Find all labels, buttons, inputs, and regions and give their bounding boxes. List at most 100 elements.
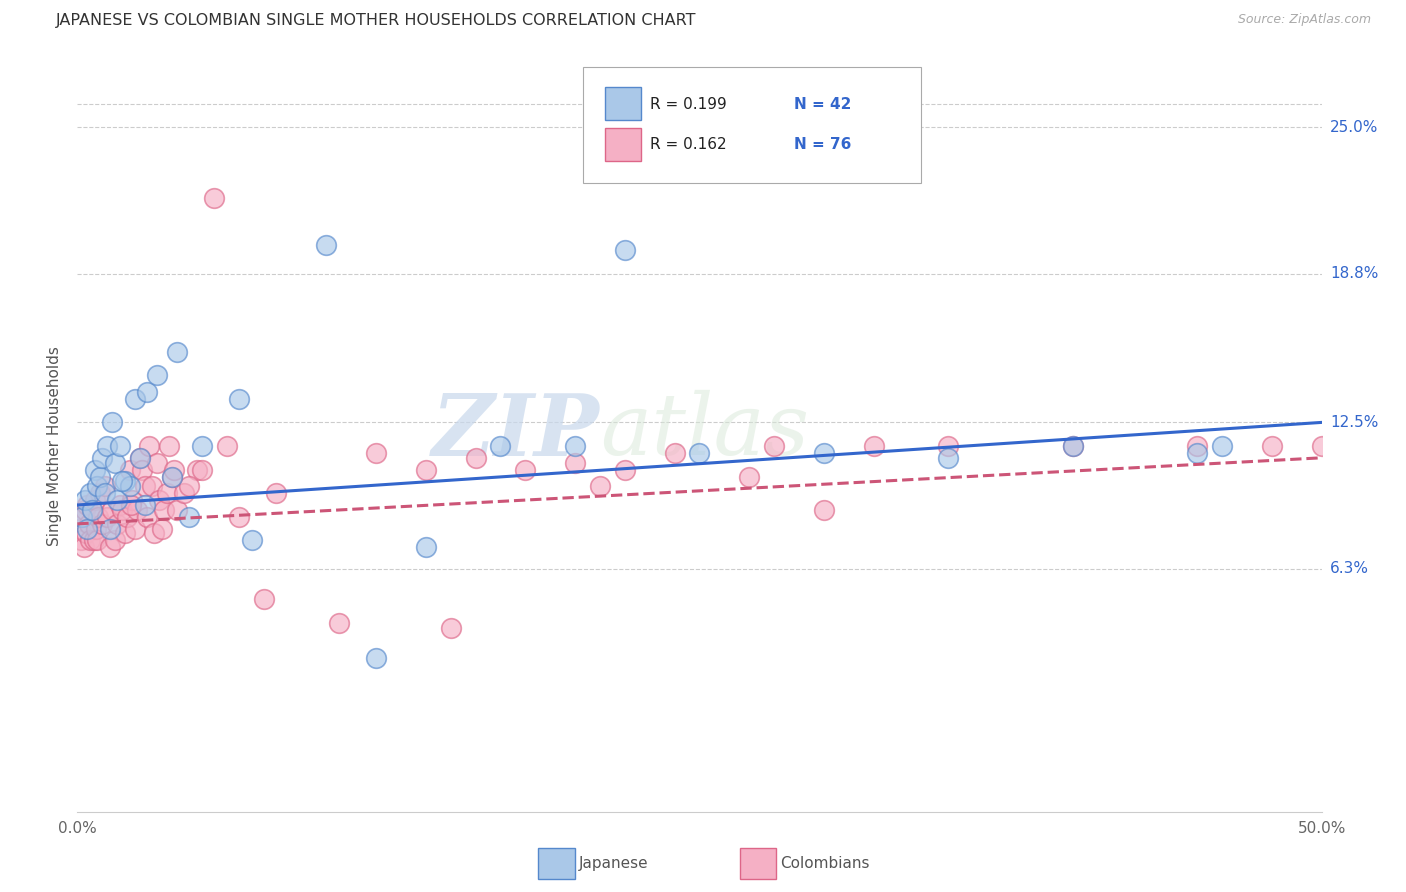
Point bbox=[118, 462, 141, 476]
Point bbox=[415, 462, 437, 476]
Point bbox=[124, 392, 146, 406]
Point bbox=[89, 469, 111, 483]
Point bbox=[72, 541, 94, 555]
Point bbox=[1261, 439, 1284, 453]
Text: 6.3%: 6.3% bbox=[1330, 561, 1369, 576]
Point bbox=[186, 462, 208, 476]
Point bbox=[105, 493, 128, 508]
Point bbox=[82, 502, 104, 516]
Point bbox=[124, 522, 146, 536]
Point bbox=[118, 479, 141, 493]
Point bbox=[89, 486, 111, 500]
Point bbox=[146, 456, 169, 470]
Point bbox=[91, 516, 114, 531]
Point bbox=[108, 498, 131, 512]
Point bbox=[315, 238, 337, 252]
Text: R = 0.162: R = 0.162 bbox=[650, 137, 725, 152]
Point bbox=[76, 498, 98, 512]
Point bbox=[464, 450, 486, 465]
Point bbox=[105, 516, 128, 531]
Point bbox=[613, 243, 636, 257]
Point bbox=[664, 446, 686, 460]
Point bbox=[83, 533, 105, 548]
Text: atlas: atlas bbox=[600, 390, 808, 473]
Point bbox=[121, 493, 143, 508]
Point bbox=[101, 416, 124, 430]
Point bbox=[104, 456, 127, 470]
Y-axis label: Single Mother Households: Single Mother Households bbox=[46, 346, 62, 546]
Text: Japanese: Japanese bbox=[579, 856, 650, 871]
Point bbox=[153, 502, 176, 516]
Point bbox=[1062, 439, 1084, 453]
Point bbox=[134, 479, 156, 493]
Point bbox=[96, 509, 118, 524]
Point bbox=[146, 368, 169, 383]
Point bbox=[111, 475, 134, 489]
Text: Source: ZipAtlas.com: Source: ZipAtlas.com bbox=[1237, 13, 1371, 27]
Point bbox=[115, 509, 138, 524]
Point bbox=[191, 462, 214, 476]
Point bbox=[93, 486, 115, 500]
Point bbox=[87, 509, 110, 524]
Point bbox=[138, 439, 160, 453]
Point bbox=[515, 462, 537, 476]
Point bbox=[104, 533, 127, 548]
Point bbox=[738, 469, 761, 483]
Point bbox=[489, 439, 512, 453]
Point bbox=[75, 526, 97, 541]
Point bbox=[1211, 439, 1233, 453]
Point bbox=[120, 498, 142, 512]
Point bbox=[69, 522, 91, 536]
Text: 12.5%: 12.5% bbox=[1330, 415, 1378, 430]
Point bbox=[101, 502, 124, 516]
Text: ZIP: ZIP bbox=[432, 390, 600, 473]
Text: 18.8%: 18.8% bbox=[1330, 266, 1378, 281]
Point bbox=[125, 502, 148, 516]
Point bbox=[86, 479, 108, 493]
Point bbox=[83, 493, 105, 508]
Point bbox=[364, 446, 387, 460]
Text: 25.0%: 25.0% bbox=[1330, 120, 1378, 135]
Point bbox=[179, 509, 201, 524]
Point bbox=[141, 479, 163, 493]
Point bbox=[191, 439, 214, 453]
Point bbox=[77, 516, 100, 531]
Point bbox=[163, 462, 186, 476]
Point bbox=[240, 533, 263, 548]
Point bbox=[143, 526, 166, 541]
Text: R = 0.199: R = 0.199 bbox=[650, 97, 727, 112]
Point bbox=[202, 191, 225, 205]
Point bbox=[76, 522, 98, 536]
Point bbox=[253, 592, 276, 607]
Point bbox=[84, 522, 107, 536]
Point bbox=[938, 439, 960, 453]
Point bbox=[148, 493, 170, 508]
Point bbox=[136, 384, 159, 399]
Point bbox=[93, 479, 115, 493]
Point bbox=[108, 439, 131, 453]
Point bbox=[1187, 446, 1209, 460]
Point bbox=[72, 509, 94, 524]
Point bbox=[173, 486, 195, 500]
Point bbox=[82, 502, 104, 516]
Point bbox=[179, 479, 201, 493]
Point bbox=[91, 450, 114, 465]
Point bbox=[1187, 439, 1209, 453]
Text: Colombians: Colombians bbox=[780, 856, 870, 871]
Point bbox=[862, 439, 884, 453]
Point bbox=[70, 533, 93, 548]
Point bbox=[131, 462, 153, 476]
Point bbox=[415, 541, 437, 555]
Point bbox=[328, 615, 350, 630]
Point bbox=[128, 450, 150, 465]
Point bbox=[98, 522, 121, 536]
Point bbox=[114, 475, 136, 489]
Point bbox=[96, 439, 118, 453]
Point bbox=[160, 469, 183, 483]
Point bbox=[564, 439, 586, 453]
Point bbox=[228, 509, 250, 524]
Point bbox=[160, 469, 183, 483]
Point bbox=[114, 526, 136, 541]
Point bbox=[72, 509, 94, 524]
Point bbox=[150, 522, 173, 536]
